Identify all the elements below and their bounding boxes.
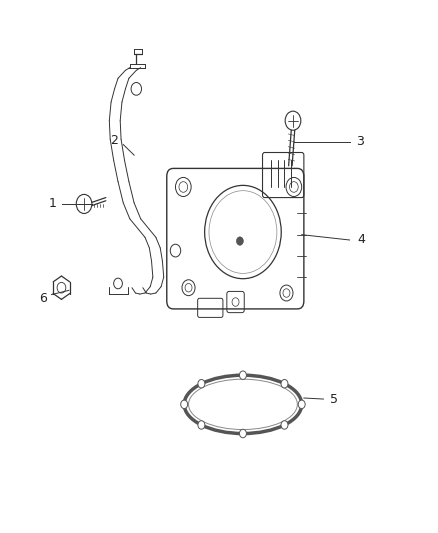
Circle shape xyxy=(240,429,247,438)
Text: 6: 6 xyxy=(39,292,47,305)
Circle shape xyxy=(240,371,247,379)
Text: 1: 1 xyxy=(49,197,57,211)
Circle shape xyxy=(181,400,187,409)
Circle shape xyxy=(198,421,205,429)
Circle shape xyxy=(281,421,288,429)
Circle shape xyxy=(237,237,244,245)
Circle shape xyxy=(298,400,305,409)
Text: 3: 3 xyxy=(357,135,364,148)
Text: 2: 2 xyxy=(110,134,118,147)
Circle shape xyxy=(281,379,288,388)
Text: 5: 5 xyxy=(330,393,338,406)
Text: 4: 4 xyxy=(358,233,366,246)
Circle shape xyxy=(198,379,205,388)
